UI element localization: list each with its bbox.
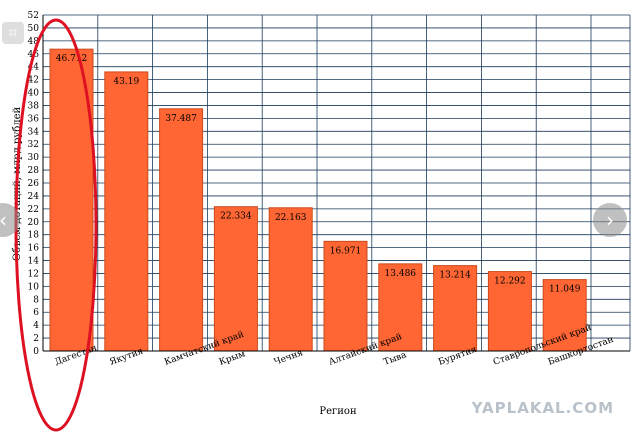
y-tick-label: 18 xyxy=(28,231,40,241)
y-tick-label: 30 xyxy=(28,153,40,163)
y-tick-label: 24 xyxy=(28,192,40,202)
bar xyxy=(159,108,204,352)
x-category-label: Крым xyxy=(218,349,247,368)
y-tick-label: 6 xyxy=(33,308,39,318)
y-tick-label: 20 xyxy=(28,218,40,228)
value-label: 37.487 xyxy=(165,114,197,124)
y-tick-label: 28 xyxy=(28,166,40,176)
y-tick-label: 50 xyxy=(28,24,40,34)
y-tick-label: 36 xyxy=(28,114,40,124)
y-tick-label: 42 xyxy=(28,76,39,86)
y-tick-label: 38 xyxy=(28,101,40,111)
bar xyxy=(378,263,423,352)
y-tick-label: 34 xyxy=(28,127,40,137)
value-label: 13.214 xyxy=(439,271,471,281)
y-tick-label: 12 xyxy=(28,269,39,279)
value-label: 46.712 xyxy=(56,54,88,64)
bar xyxy=(542,279,587,352)
y-tick-label: 44 xyxy=(28,63,40,73)
y-tick-label: 32 xyxy=(28,140,39,150)
x-category-label: Тыва xyxy=(382,350,408,368)
value-label: 43.19 xyxy=(113,77,139,87)
value-label: 22.163 xyxy=(275,213,307,223)
value-label: 12.292 xyxy=(494,277,526,287)
chevron-left-icon[interactable]: ‹ xyxy=(0,203,20,237)
bar xyxy=(323,240,368,352)
bar xyxy=(104,71,149,352)
bar xyxy=(213,206,258,352)
value-label: 13.486 xyxy=(385,269,417,279)
y-tick-label: 0 xyxy=(33,347,39,357)
axes xyxy=(42,15,630,352)
y-tick-labels: 0246810121416182022242628303234363840424… xyxy=(28,11,40,357)
value-label: 22.334 xyxy=(220,212,252,222)
crop-icon[interactable]: ⌗ xyxy=(2,22,24,44)
y-tick-label: 10 xyxy=(28,282,40,292)
y-tick-label: 16 xyxy=(28,244,40,254)
y-tick-label: 2 xyxy=(33,334,39,344)
y-tick-label: 22 xyxy=(28,205,39,215)
y-tick-label: 40 xyxy=(28,89,40,99)
x-axis-title: Регион xyxy=(319,406,357,417)
y-tick-label: 14 xyxy=(28,257,40,267)
y-tick-label: 4 xyxy=(33,321,39,331)
bar xyxy=(268,207,313,352)
bar xyxy=(433,265,478,352)
bars xyxy=(49,48,587,352)
y-tick-label: 52 xyxy=(28,11,39,21)
value-label: 16.971 xyxy=(330,246,362,256)
value-labels: 46.712 43.19 37.487 22.334 22.163 16.971 13.48… xyxy=(56,54,581,294)
watermark: YAPLAKAL.COM xyxy=(471,399,614,417)
bar xyxy=(49,48,94,352)
value-label: 11.049 xyxy=(549,285,581,295)
y-tick-label: 26 xyxy=(28,179,40,189)
chevron-right-icon[interactable]: › xyxy=(593,203,627,237)
y-tick-label: 8 xyxy=(33,295,39,305)
y-tick-label: 48 xyxy=(28,37,40,47)
